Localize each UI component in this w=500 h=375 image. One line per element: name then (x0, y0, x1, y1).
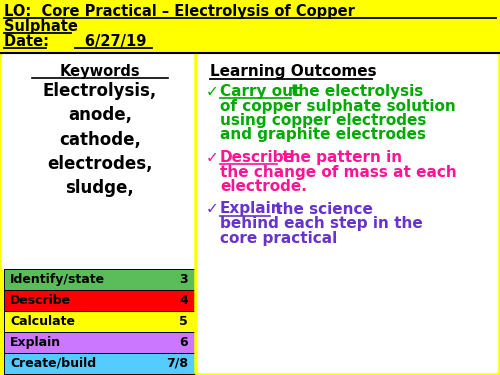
Text: the science: the science (270, 201, 372, 216)
Bar (4, 332, 196, 353)
Text: 4: 4 (179, 294, 188, 307)
Text: 3: 3 (180, 273, 188, 286)
Text: Date:       6/27/19: Date: 6/27/19 (4, 34, 146, 49)
Text: and graphite electrodes: and graphite electrodes (220, 128, 426, 142)
Text: Identify/state: Identify/state (10, 273, 105, 286)
Text: ✓: ✓ (206, 150, 219, 165)
Text: of copper sulphate solution: of copper sulphate solution (220, 99, 456, 114)
FancyBboxPatch shape (0, 52, 200, 272)
Text: using copper electrodes: using copper electrodes (220, 113, 426, 128)
Text: Calculate: Calculate (10, 315, 75, 328)
Text: Keywords: Keywords (60, 64, 140, 79)
Text: electrode.: electrode. (220, 179, 307, 194)
Text: Electrolysis,
anode,
cathode,
electrodes,
sludge,: Electrolysis, anode, cathode, electrodes… (43, 82, 157, 197)
Text: Describe: Describe (10, 294, 71, 307)
Text: 6: 6 (180, 336, 188, 349)
Bar (4, 353, 196, 374)
FancyBboxPatch shape (196, 52, 500, 375)
Text: Describe: Describe (220, 150, 295, 165)
Text: Learning Outcomes: Learning Outcomes (210, 64, 376, 79)
Text: Create/build: Create/build (10, 357, 96, 370)
Text: the pattern in: the pattern in (277, 150, 402, 165)
Text: the electrolysis: the electrolysis (291, 84, 423, 99)
Bar (4, 290, 196, 311)
Text: ✓: ✓ (206, 201, 219, 216)
Text: LO:  Core Practical – Electrolysis of Copper: LO: Core Practical – Electrolysis of Cop… (4, 4, 355, 19)
Text: the change of mass at each: the change of mass at each (220, 165, 457, 180)
Text: 5: 5 (179, 315, 188, 328)
Text: 7/8: 7/8 (166, 357, 188, 370)
Text: core practical: core practical (220, 231, 337, 246)
Bar (4, 269, 196, 290)
Bar (4, 311, 196, 332)
Text: Explain: Explain (220, 201, 282, 216)
Text: Explain: Explain (10, 336, 61, 349)
Text: Sulphate: Sulphate (4, 19, 78, 34)
Text: Carry out: Carry out (220, 84, 306, 99)
Text: ✓: ✓ (206, 84, 219, 99)
Text: behind each step in the: behind each step in the (220, 216, 423, 231)
